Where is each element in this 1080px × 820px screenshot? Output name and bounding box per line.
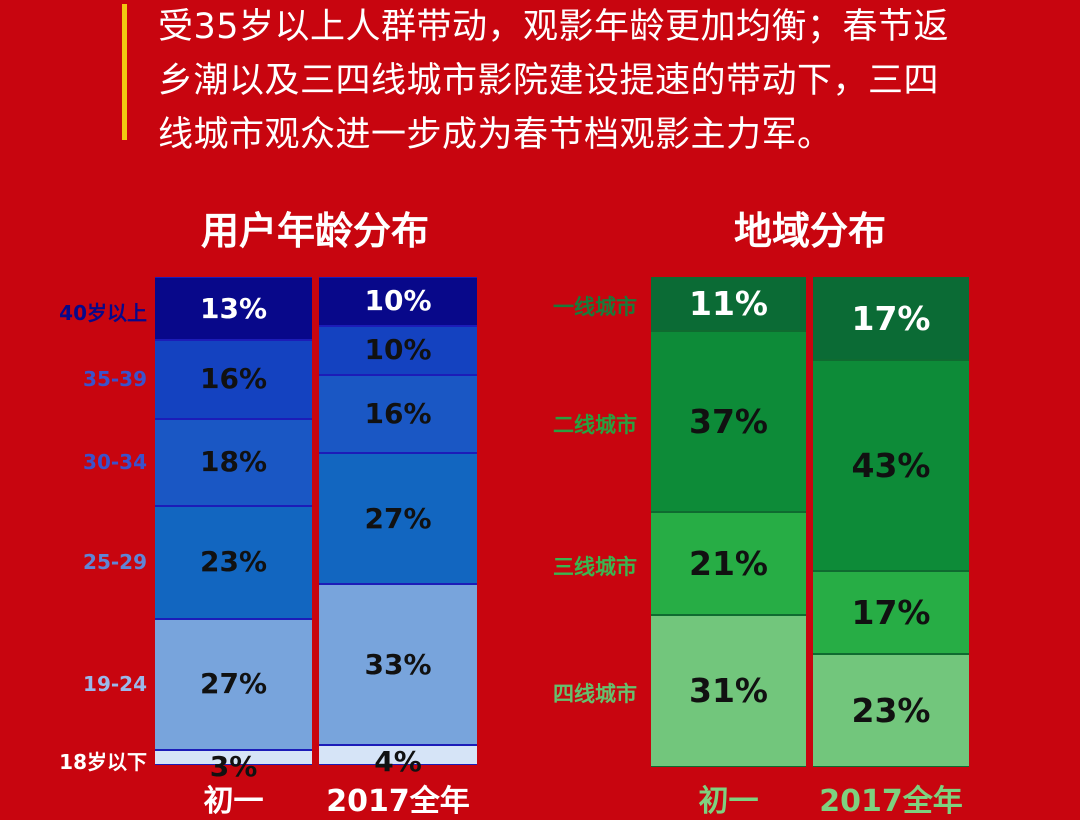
age-segment-1-5 (155, 619, 312, 750)
region-segment-2-3 (813, 572, 969, 654)
age-category-label: 2017全年 (326, 784, 470, 819)
age-segment-name: 19-24 (83, 672, 147, 697)
region-bar-1: 11% 37% 21% 31% (651, 277, 806, 767)
accent-bar (122, 4, 127, 140)
region-segment-name: 一线城市 (553, 295, 637, 320)
region-value-label: 37% (689, 401, 768, 441)
age-segment-2-6 (319, 746, 477, 764)
headline-line-1: 受35岁以上人群带动，观影年龄更加均衡；春节返 (158, 7, 950, 47)
age-segment-1-4 (155, 507, 312, 618)
age-value-label: 18% (199, 445, 268, 479)
age-value-label: 3% (209, 750, 258, 784)
age-segment-2-1 (319, 278, 477, 325)
age-value-label: 16% (364, 396, 432, 430)
headline-line-3: 线城市观众进一步成为春节档观影主力军。 (158, 115, 833, 155)
age-segment-name: 35-39 (83, 367, 147, 392)
age-segment-2-5 (319, 585, 477, 745)
age-segment-2-4 (319, 453, 477, 584)
age-value-label: 10% (364, 284, 432, 318)
age-segment-2-3 (319, 375, 477, 452)
age-segment-name: 18岁以下 (59, 749, 147, 774)
region-value-label: 43% (851, 445, 931, 485)
age-value-label: 13% (199, 291, 268, 325)
region-segment-name: 四线城市 (553, 682, 637, 707)
region-category-label: 初一 (698, 784, 759, 819)
headline-line-2: 乡潮以及三四线城市影院建设提速的带动下，三四 (158, 61, 940, 101)
region-segment-2-4 (813, 655, 969, 766)
age-segment-name: 40岁以上 (59, 300, 147, 325)
age-segment-2-2 (319, 326, 477, 374)
age-segment-1-1 (155, 278, 312, 340)
region-segment-name: 三线城市 (553, 555, 637, 580)
region-chart-title: 地域分布 (733, 209, 886, 253)
age-value-label: 16% (199, 362, 268, 396)
region-value-label: 23% (851, 690, 931, 730)
age-value-label: 27% (364, 501, 432, 535)
age-segment-name: 30-34 (83, 450, 147, 475)
age-segment-name: 25-29 (83, 550, 147, 575)
headline-text: 受35岁以上人群带动，观影年龄更加均衡；春节返 乡潮以及三四线城市影院建设提速的… (158, 0, 1058, 162)
region-value-label: 17% (851, 592, 931, 632)
age-category-label: 初一 (203, 784, 264, 819)
region-segment-1-3 (651, 513, 806, 615)
age-bar-2: 10% 10% 16% 27% 33% 4% (319, 277, 477, 778)
age-bar-1: 13% 16% 18% 23% 27% 3% (155, 277, 312, 783)
region-value-label: 21% (689, 543, 768, 583)
region-category-label: 2017全年 (819, 784, 963, 819)
region-segment-name: 二线城市 (553, 412, 637, 437)
age-value-label: 27% (199, 667, 268, 701)
region-segment-2-1 (813, 278, 969, 360)
region-segment-2-2 (813, 361, 969, 570)
region-bar-2: 17% 43% 17% 23% (813, 277, 969, 767)
age-value-label: 10% (364, 333, 432, 367)
region-segment-1-4 (651, 616, 806, 766)
age-chart-title: 用户年龄分布 (200, 209, 429, 253)
region-segment-1-1 (651, 278, 806, 330)
age-value-label: 4% (374, 745, 422, 779)
region-value-label: 11% (689, 283, 768, 323)
age-segment-1-6 (155, 751, 312, 764)
age-segment-1-2 (155, 341, 312, 418)
age-value-label: 33% (364, 647, 432, 681)
age-segment-1-3 (155, 419, 312, 506)
age-value-label: 23% (199, 545, 268, 579)
region-value-label: 31% (689, 671, 768, 711)
region-value-label: 17% (851, 298, 931, 338)
region-segment-1-2 (651, 331, 806, 512)
